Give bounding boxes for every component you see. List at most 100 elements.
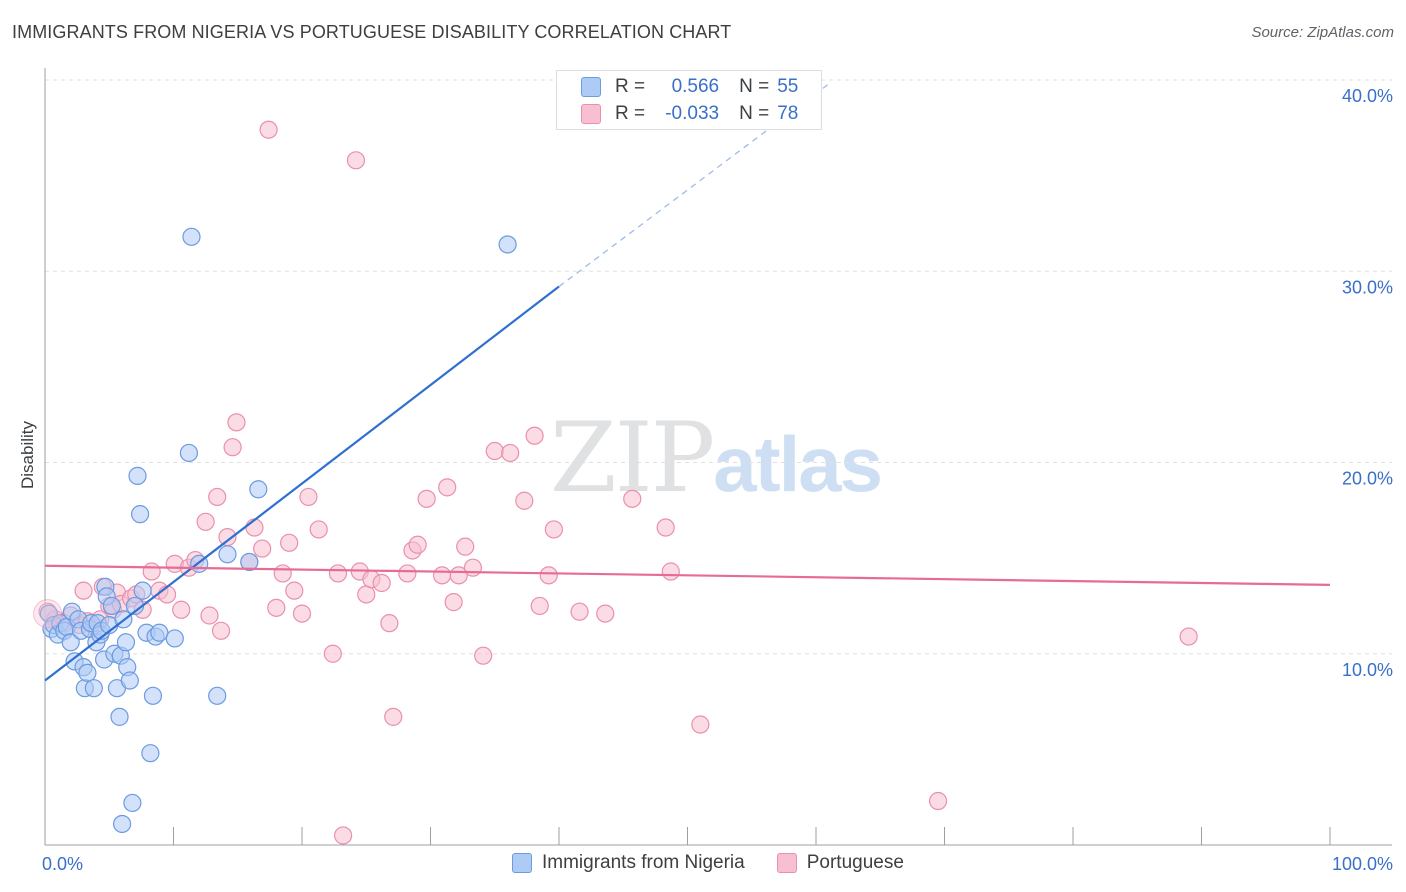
blue-data-point xyxy=(165,629,184,648)
pink-data-point xyxy=(328,564,348,583)
pink-data-point xyxy=(285,581,304,600)
blue-data-point xyxy=(102,596,121,616)
pink-data-point xyxy=(444,593,463,612)
blue-data-point xyxy=(141,744,160,763)
pink-data-point xyxy=(596,604,615,623)
pink-data-point xyxy=(142,562,161,581)
nigeria-trend-line xyxy=(44,285,560,682)
pink-data-point xyxy=(245,518,264,537)
r-label: R = xyxy=(615,76,646,97)
blue-data-point xyxy=(133,581,152,600)
blue-data-point xyxy=(128,466,147,485)
blue-data-point xyxy=(179,443,199,463)
blue-data-point xyxy=(116,633,136,652)
pink-data-point xyxy=(530,596,549,616)
r-value-portuguese: -0.033 xyxy=(665,103,720,124)
pink-data-point xyxy=(372,573,391,593)
blue-data-point xyxy=(78,663,97,682)
pink-data-point xyxy=(384,707,403,726)
n-value-portuguese: 78 xyxy=(777,103,799,124)
stats-legend-box: R = 0.566 N = 55 R = -0.033 N = 78 xyxy=(556,70,822,130)
pink-data-point xyxy=(570,602,589,621)
blue-data-point xyxy=(110,707,129,726)
pink-data-point xyxy=(74,581,93,600)
nigeria-trend-extension xyxy=(558,83,830,288)
watermark-atlas: atlas xyxy=(713,420,883,508)
pink-data-point xyxy=(525,426,544,445)
blue-data-point xyxy=(130,505,150,524)
pink-data-point xyxy=(501,443,520,463)
n-label: N = xyxy=(739,103,770,124)
pink-data-point xyxy=(299,487,318,507)
portuguese-trend-line xyxy=(44,564,1331,586)
pink-data-point xyxy=(280,533,299,552)
blue-data-point xyxy=(123,793,142,813)
pink-data-point xyxy=(208,487,227,507)
pink-data-point xyxy=(474,646,493,665)
blue-data-point xyxy=(218,545,237,564)
pink-data-point xyxy=(223,438,242,457)
pink-data-point xyxy=(438,478,457,497)
legend-label-nigeria: Immigrants from Nigeria xyxy=(542,852,745,873)
pink-data-point xyxy=(1179,627,1198,646)
blue-data-point xyxy=(61,633,80,652)
y-tick-label: 10.0% xyxy=(1342,660,1393,680)
pink-data-point xyxy=(463,558,483,577)
pink-data-point xyxy=(157,585,177,604)
pink-data-point xyxy=(172,600,191,619)
pink-data-point xyxy=(227,413,246,432)
blue-data-point xyxy=(84,679,103,698)
n-value-nigeria: 55 xyxy=(777,76,799,97)
pink-swatch xyxy=(581,104,601,124)
stats-row-nigeria: R = 0.566 N = 55 xyxy=(581,75,798,99)
y-tick-label: 40.0% xyxy=(1342,86,1393,106)
stats-row-portuguese: R = -0.033 N = 78 xyxy=(581,102,798,126)
blue-data-point xyxy=(182,227,201,246)
source-label: Source: ZipAtlas.com xyxy=(1251,24,1394,41)
pink-data-point xyxy=(691,715,710,734)
x-tick-label: 100.0% xyxy=(1332,854,1393,874)
pink-data-point xyxy=(485,441,504,461)
blue-data-point xyxy=(143,686,163,705)
n-label: N = xyxy=(739,76,770,97)
pink-data-point xyxy=(398,564,417,583)
r-value-nigeria: 0.566 xyxy=(671,76,720,97)
blue-swatch xyxy=(581,77,601,97)
blue-data-point xyxy=(120,671,139,690)
pink-data-point xyxy=(200,606,219,625)
y-tick-label: 30.0% xyxy=(1342,277,1393,297)
legend-label-portuguese: Portuguese xyxy=(806,852,904,873)
pink-data-point-cluster xyxy=(33,599,63,629)
legend-item-portuguese[interactable]: Portuguese xyxy=(776,852,904,874)
pink-data-point xyxy=(334,826,353,845)
pink-data-point xyxy=(515,491,534,510)
legend-item-nigeria[interactable]: Immigrants from Nigeria xyxy=(512,852,745,874)
blue-data-point xyxy=(150,623,169,642)
blue-data-point xyxy=(240,552,259,572)
pink-data-point xyxy=(544,520,563,539)
pink-data-point xyxy=(417,489,436,508)
r-label: R = xyxy=(615,103,646,124)
pink-data-point xyxy=(432,566,452,585)
x-tick-label: 0.0% xyxy=(42,854,83,874)
pink-data-point xyxy=(656,518,675,537)
blue-data-point xyxy=(249,480,268,499)
blue-data-point xyxy=(112,814,132,834)
blue-data-point xyxy=(498,235,517,254)
pink-data-point xyxy=(357,585,376,604)
pink-swatch xyxy=(776,853,797,873)
pink-data-point xyxy=(539,566,558,585)
pink-data-point xyxy=(253,539,272,558)
pink-data-point xyxy=(273,564,292,583)
pink-data-point xyxy=(346,151,366,170)
chart-title: IMMIGRANTS FROM NIGERIA VS PORTUGUESE DI… xyxy=(12,22,732,42)
blue-swatch xyxy=(512,853,532,873)
pink-data-point xyxy=(661,562,680,581)
pink-data-point xyxy=(928,791,948,811)
blue-data-point xyxy=(208,686,227,705)
pink-data-point xyxy=(211,621,231,640)
pink-data-point xyxy=(456,537,475,556)
pink-data-point xyxy=(408,535,427,554)
pink-data-point xyxy=(267,598,286,617)
